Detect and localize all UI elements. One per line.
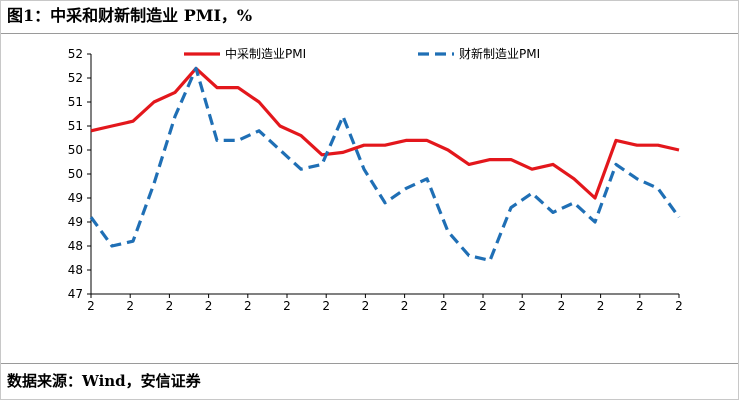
y-tick-label: 49 <box>68 191 83 205</box>
source-divider <box>1 363 738 364</box>
x-tick-label: 2 <box>205 299 213 313</box>
y-tick-label: 48 <box>68 263 83 277</box>
y-tick-label: 50 <box>68 167 83 181</box>
x-tick-label: 2 <box>126 299 134 313</box>
chart-legend: 中采制造业PMI 财新制造业PMI <box>184 46 540 61</box>
y-tick-label: 47 <box>68 287 83 301</box>
y-tick-label: 52 <box>68 71 83 85</box>
x-tick-label: 2 <box>401 299 409 313</box>
x-tick-label: 2 <box>322 299 330 313</box>
figure-source: 数据来源：Wind，安信证券 <box>7 372 201 390</box>
figure-title: 图1：中采和财新制造业 PMI，% <box>7 6 253 25</box>
x-tick-label: 2 <box>362 299 370 313</box>
chart-series <box>89 66 681 262</box>
y-tick-label: 51 <box>68 95 83 109</box>
y-tick-label: 49 <box>68 215 83 229</box>
x-tick-label: 2 <box>597 299 605 313</box>
title-divider <box>1 33 738 34</box>
y-tick-label: 50 <box>68 143 83 157</box>
x-tick-label: 2 <box>244 299 252 313</box>
x-tick-label: 2 <box>440 299 448 313</box>
pmi-line-chart: 52 52 51 51 50 50 49 49 48 48 47 2 2 2 2 2 2 2 2 2 2 2 2 2 2 2 2 中… <box>68 46 683 313</box>
x-tick-label: 2 <box>675 299 683 313</box>
x-tick-label: 2 <box>518 299 526 313</box>
x-tick-label: 2 <box>166 299 174 313</box>
y-tick-label: 48 <box>68 239 83 253</box>
x-tick-label: 2 <box>558 299 566 313</box>
series-line-1 <box>90 66 680 200</box>
legend-label-1: 中采制造业PMI <box>225 46 306 61</box>
y-tick-label: 51 <box>68 119 83 133</box>
y-tick-label: 52 <box>68 47 83 61</box>
x-tick-label: 2 <box>283 299 291 313</box>
x-tick-label: 2 <box>636 299 644 313</box>
series-line-2 <box>89 66 681 262</box>
x-tick-label: 2 <box>87 299 95 313</box>
x-tick-label: 2 <box>479 299 487 313</box>
legend-label-2: 财新制造业PMI <box>459 46 540 61</box>
chart-axes: 52 52 51 51 50 50 49 49 48 48 47 2 2 2 2 2 2 2 2 2 2 2 2 2 2 2 2 <box>68 47 683 313</box>
